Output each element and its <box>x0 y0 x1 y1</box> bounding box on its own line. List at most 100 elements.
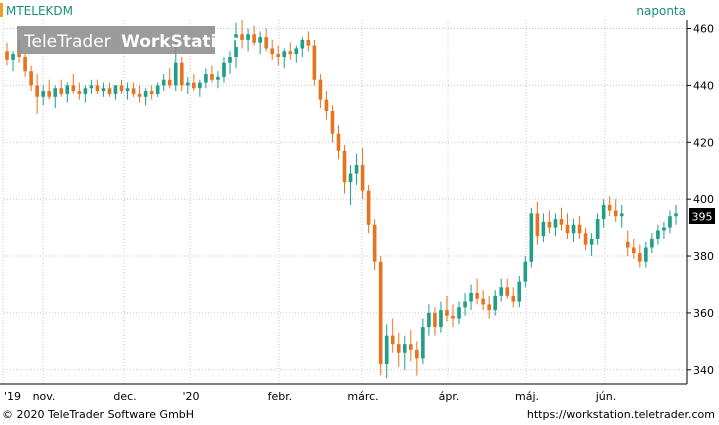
candle-body-down <box>107 88 112 94</box>
y-tick-label: 440 <box>693 79 714 92</box>
candle-body-down <box>35 85 39 97</box>
candle-body-up <box>161 79 166 86</box>
x-tick-label: febr. <box>268 390 293 403</box>
candle-body-up <box>204 74 208 83</box>
axes-group: 340 360 380 400 420 440 460 '19 nov. dec. '20 febr.… <box>0 20 714 403</box>
candle-body-down <box>583 233 588 245</box>
candle-body-up <box>595 219 600 239</box>
candle-body-up <box>41 91 45 97</box>
candlestick-chart: 340 360 380 400 420 440 460 '19 nov. dec. '20 febr.… <box>0 0 719 407</box>
candle-body-down <box>638 253 642 262</box>
candle-body-up <box>384 335 389 365</box>
candle-body-down <box>409 344 413 350</box>
candle-body-down <box>607 204 612 211</box>
candle-body-up <box>143 91 148 97</box>
candle-body-up <box>83 88 88 94</box>
candle-body-up <box>571 224 576 234</box>
candle-body-up <box>228 56 232 63</box>
candle-body-down <box>179 62 184 86</box>
candle-body-up <box>125 88 130 92</box>
candle-body-up <box>469 293 473 302</box>
candle-body-down <box>366 190 371 225</box>
candle-body-up <box>541 221 546 237</box>
candle-body-up <box>463 301 467 308</box>
watermark-part-1: TeleTrader <box>23 32 111 52</box>
candle-body-down <box>23 56 27 72</box>
chart-background <box>0 0 719 407</box>
candle-body-up <box>439 310 443 328</box>
candle-body-up <box>493 295 497 311</box>
x-tick-label: máj. <box>515 390 539 403</box>
candle-body-up <box>11 54 15 60</box>
candle-body-down <box>17 54 21 57</box>
candle-body-down <box>47 91 52 97</box>
last-price-marker: 395 <box>689 208 715 224</box>
x-tick-label: jún. <box>595 390 617 403</box>
candle-body-down <box>360 165 365 191</box>
candle-body-up <box>650 238 654 248</box>
last-price-box <box>689 208 715 224</box>
watermark-part-2: WorkStation <box>121 32 240 52</box>
candle-body-down <box>137 93 142 97</box>
candle-body-down <box>613 210 618 217</box>
candle-body-down <box>324 99 329 111</box>
y-tick-label: 420 <box>693 136 714 149</box>
candle-body-down <box>475 293 479 299</box>
candle-body-down <box>318 79 323 100</box>
candle-body-down <box>276 54 281 57</box>
footer: © 2020 TeleTrader Software GmbH https://… <box>0 407 719 425</box>
candle-body-up <box>457 307 461 319</box>
candle-body-down <box>149 91 154 94</box>
candle-body-up <box>553 219 558 228</box>
candle-body-up <box>173 62 178 86</box>
x-tick-label: dec. <box>113 390 136 403</box>
candle-body-down <box>378 261 383 365</box>
candle-body-up <box>186 82 190 86</box>
candle-body-down <box>336 133 341 151</box>
candle-body-down <box>210 74 214 80</box>
candle-body-up <box>101 88 106 92</box>
candle-body-down <box>119 85 124 92</box>
candle-body-down <box>396 344 401 353</box>
candle-body-down <box>372 224 377 262</box>
candle-body-down <box>505 287 510 296</box>
candle-body-down <box>451 315 455 319</box>
candle-body-up <box>155 85 160 94</box>
candle-body-down <box>511 295 516 302</box>
candle-body-down <box>625 241 630 248</box>
symbol-label: MTELEKDM <box>6 4 73 18</box>
x-tick-label: '20 <box>182 390 199 403</box>
candle-body-down <box>240 34 244 40</box>
candle-body-up <box>656 230 660 239</box>
period-label[interactable]: naponta <box>636 4 686 18</box>
candle-body-down <box>71 85 76 92</box>
candle-body-down <box>288 51 293 55</box>
candle-body-down <box>487 304 491 311</box>
x-tick-label: '19 <box>4 390 21 403</box>
candle-body-up <box>246 34 250 40</box>
candle-body-up <box>53 88 58 97</box>
candle-body-down <box>264 37 268 49</box>
watermark-box <box>17 26 215 54</box>
candle-body-down <box>390 335 395 345</box>
candle-body-down <box>270 48 274 55</box>
candle-body-up <box>234 34 238 57</box>
y-tick-label: 380 <box>693 250 714 263</box>
candle-body-down <box>306 39 311 46</box>
source-url[interactable]: https://workstation.teletrader.com <box>526 408 715 421</box>
candle-body-up <box>354 165 359 174</box>
candle-body-down <box>547 221 552 228</box>
candle-body-down <box>559 219 564 225</box>
candles-group <box>5 20 678 379</box>
candle-body-down <box>252 34 256 43</box>
candle-body-down <box>5 51 9 60</box>
candle-body-up <box>282 51 287 57</box>
last-price-value: 395 <box>692 211 713 224</box>
candle-body-up <box>89 85 94 89</box>
candle-body-down <box>59 88 64 94</box>
candle-body-down <box>433 312 437 328</box>
candle-body-up <box>216 76 220 80</box>
candle-body-down <box>167 79 172 86</box>
candle-body-down <box>77 91 82 94</box>
